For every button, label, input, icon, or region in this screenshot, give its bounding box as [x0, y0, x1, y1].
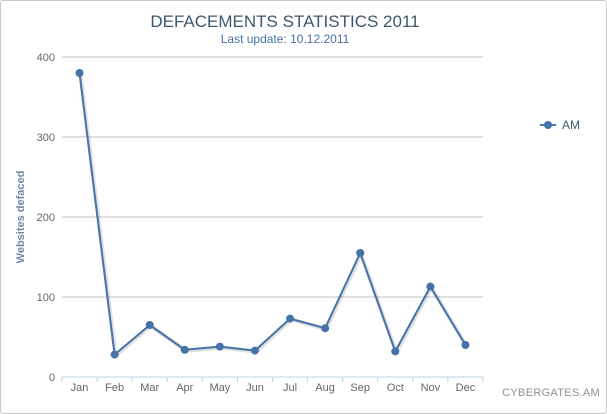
chart-subtitle: Last update: 10.12.2011 [221, 32, 350, 46]
grid-lines [62, 56, 483, 298]
legend-item-am[interactable]: AM [562, 118, 580, 132]
series-am [75, 69, 470, 359]
data-point-jan[interactable] [75, 69, 84, 77]
x-tick-label: Jul [283, 382, 297, 394]
series-line [78, 72, 467, 356]
y-tick-label: 100 [37, 292, 55, 304]
data-point-oct[interactable] [391, 347, 400, 356]
x-tick-label: Apr [176, 382, 193, 394]
data-point-dec[interactable] [461, 341, 470, 349]
x-tick-label: Aug [315, 382, 335, 394]
data-point-nov[interactable] [426, 282, 435, 291]
x-axis-ticks [61, 377, 484, 382]
x-tick-label: Jan [71, 382, 89, 394]
series-line-shadow [78, 72, 469, 358]
data-point-aug[interactable] [321, 324, 330, 333]
x-tick-label: Dec [456, 382, 476, 394]
y-axis-tick-labels: 0 100 200 300 400 [37, 52, 55, 384]
data-point-sep[interactable] [356, 249, 365, 257]
data-point-apr[interactable] [180, 345, 189, 354]
x-tick-label: Sep [350, 382, 370, 394]
legend[interactable]: AM [540, 118, 580, 132]
y-tick-label: 400 [37, 52, 55, 64]
data-point-jul[interactable] [286, 314, 295, 323]
y-tick-label: 0 [49, 372, 55, 384]
x-tick-label: Jun [246, 382, 264, 394]
legend-dot-marker [544, 121, 552, 129]
x-axis-tick-labels: Jan Feb Mar Apr May Jun Jul Aug Sep Oct Nov Dec [71, 382, 476, 394]
x-tick-label: Oct [387, 382, 404, 394]
chart-title: DEFACEMENTS STATISTICS 2011 [150, 12, 419, 31]
y-tick-label: 200 [37, 212, 55, 224]
x-tick-label: May [209, 382, 230, 394]
data-point-may[interactable] [215, 342, 224, 351]
x-tick-label: Mar [140, 382, 159, 394]
data-point-feb[interactable] [110, 350, 119, 359]
data-point-jun[interactable] [250, 346, 259, 355]
y-tick-label: 300 [37, 132, 55, 144]
y-axis-label: Websites defaced [15, 171, 27, 264]
x-tick-label: Nov [421, 382, 441, 394]
credit-text[interactable]: CYBERGATES.AM [502, 387, 600, 399]
x-tick-label: Feb [105, 382, 124, 394]
data-point-mar[interactable] [145, 321, 154, 329]
